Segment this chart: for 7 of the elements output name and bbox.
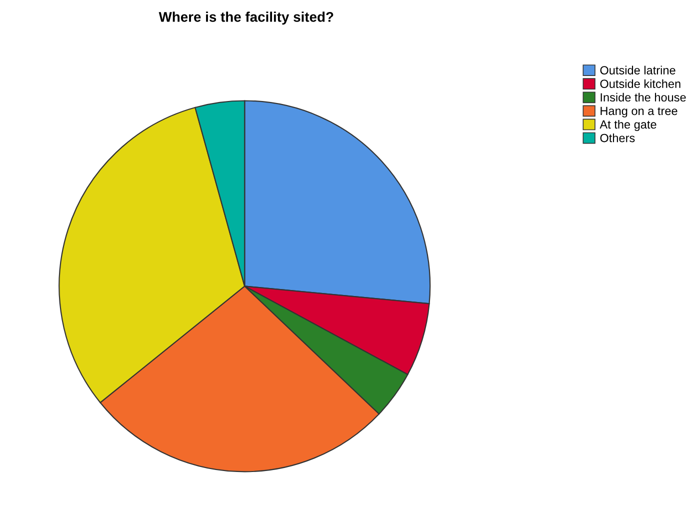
legend-label: Outside kitchen	[600, 79, 680, 88]
legend-label: Outside latrine	[600, 66, 676, 74]
legend-label: At the gate	[600, 120, 656, 131]
legend-label: Others	[600, 134, 635, 142]
legend-label: Hang on a tree	[600, 106, 678, 118]
legend-label: Inside the house	[600, 92, 686, 102]
chart-title: Where is the facility sited?	[158, 12, 334, 25]
